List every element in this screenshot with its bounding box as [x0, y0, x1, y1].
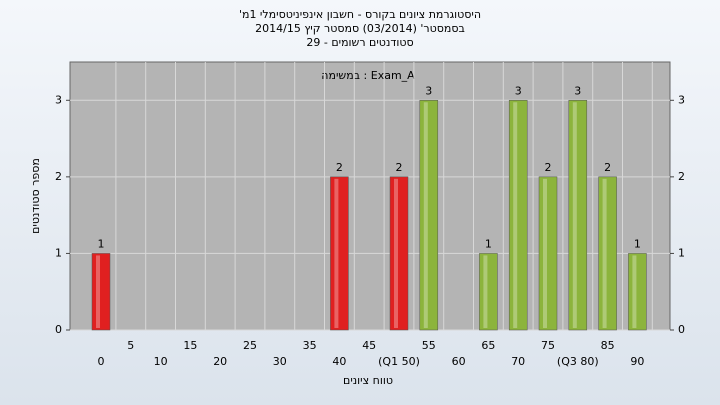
- x-tick-label: 45: [362, 339, 376, 352]
- bar: [598, 176, 617, 331]
- x-tick-label: (Q1 50): [378, 355, 420, 368]
- x-tick-label: 15: [183, 339, 197, 352]
- y-axis-label: מספר סטודנטים: [29, 158, 42, 234]
- chart-subtitle: סטודנטים רשומים - 29: [306, 36, 413, 49]
- bar: [479, 253, 498, 331]
- y-tick-label: 1: [55, 246, 62, 259]
- bar-highlight: [96, 255, 100, 328]
- y-tick-label: 0: [55, 323, 62, 336]
- bar-highlight: [334, 178, 339, 328]
- bar-highlight: [632, 255, 637, 328]
- x-tick-label: 70: [511, 355, 525, 368]
- y2-tick-label: 0: [678, 323, 685, 336]
- x-tick-label: 5: [127, 339, 134, 352]
- x-axis-label: טווח ציונים: [343, 374, 393, 387]
- y2-tick-label: 2: [678, 170, 685, 183]
- data-label: 3: [515, 84, 522, 97]
- data-label: 2: [396, 161, 403, 174]
- x-tick-label: 90: [630, 355, 644, 368]
- bar: [389, 176, 409, 331]
- data-label: 2: [336, 161, 343, 174]
- x-tick-label: 25: [243, 339, 257, 352]
- y2-tick-label: 1: [678, 246, 685, 259]
- y-tick-label: 3: [55, 93, 62, 106]
- x-tick-label: 0: [98, 355, 105, 368]
- y2-tick-label: 3: [678, 93, 685, 106]
- bar: [330, 176, 349, 331]
- bar-highlight: [513, 102, 518, 329]
- x-tick-label: 75: [541, 339, 555, 352]
- x-tick-label: 60: [452, 355, 466, 368]
- bar: [91, 253, 111, 331]
- x-tick-label: 30: [273, 355, 287, 368]
- data-label: 3: [425, 84, 432, 97]
- bar-highlight: [602, 178, 607, 328]
- x-tick-label: (Q3 80): [557, 355, 599, 368]
- x-tick-label: 35: [303, 339, 317, 352]
- x-tick-label: 85: [601, 339, 615, 352]
- bar: [419, 100, 439, 331]
- x-tick-label: 65: [481, 339, 495, 352]
- chart-subtitle: בסמסטר' (03/2014) סמסטר קיץ 2014/15: [255, 22, 465, 35]
- bar: [628, 253, 647, 331]
- bar: [508, 100, 528, 331]
- data-label: 1: [98, 237, 105, 250]
- data-label: 2: [604, 161, 611, 174]
- data-label: 1: [634, 237, 641, 250]
- data-label: 2: [545, 161, 552, 174]
- chart-title: היסטוגרמת ציונים בקורס - חשבון אינפיניטס…: [239, 8, 481, 21]
- bar-highlight: [572, 102, 577, 329]
- x-tick-label: 20: [213, 355, 227, 368]
- x-tick-label: 40: [332, 355, 346, 368]
- bar-highlight: [423, 102, 428, 329]
- bar-highlight: [483, 255, 488, 328]
- x-tick-label: 55: [422, 339, 436, 352]
- y-tick-label: 2: [55, 170, 62, 183]
- annotation: במשימה : Exam_A: [321, 69, 415, 82]
- bar: [568, 100, 588, 331]
- bar-highlight: [543, 178, 547, 328]
- bar-highlight: [394, 178, 398, 328]
- x-tick-label: 10: [154, 355, 168, 368]
- data-label: 1: [485, 237, 492, 250]
- data-label: 3: [574, 84, 581, 97]
- bar: [538, 176, 558, 331]
